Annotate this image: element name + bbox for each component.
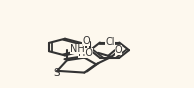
Text: HO: HO (78, 48, 93, 58)
Text: S: S (53, 68, 60, 78)
Text: NH: NH (70, 44, 85, 54)
Text: O: O (82, 36, 90, 46)
Text: O: O (114, 45, 122, 55)
Text: Cl: Cl (105, 37, 115, 47)
